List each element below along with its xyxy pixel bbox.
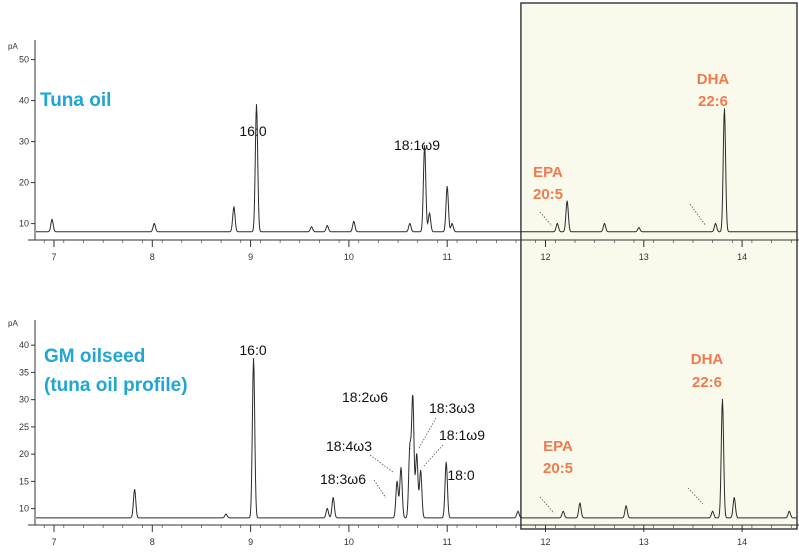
bottom-x-tick-label: 9 bbox=[248, 537, 253, 547]
top-peak-point bbox=[310, 226, 313, 228]
bottom-sample-title: GM oilseed bbox=[44, 346, 145, 367]
top-peak-point bbox=[446, 186, 448, 188]
bottom-y-unit-label: pA bbox=[8, 319, 18, 328]
top-annotation-leader bbox=[539, 211, 553, 227]
bottom-annotation-leader bbox=[418, 417, 437, 449]
top-peak-point bbox=[723, 108, 726, 110]
top-peak-point bbox=[326, 225, 328, 227]
bottom-peak-point bbox=[252, 358, 255, 360]
bottom-peak-point bbox=[733, 497, 735, 499]
bottom-y-tick-label: 15 bbox=[19, 476, 29, 486]
bottom-annotation-leader bbox=[422, 444, 444, 468]
bottom-peak-label: DHA bbox=[691, 351, 724, 368]
top-x-tick-label: 11 bbox=[443, 252, 452, 262]
top-peak-point bbox=[353, 220, 355, 223]
bottom-peak-label: 18:2ω6 bbox=[342, 389, 388, 405]
bottom-peak-point bbox=[134, 488, 136, 491]
bottom-y-tick-label: 25 bbox=[19, 422, 29, 432]
top-peak-point bbox=[409, 223, 411, 225]
top-y-tick-label: 20 bbox=[19, 178, 29, 188]
top-y-tick-label: 30 bbox=[19, 137, 29, 147]
top-peak-label: DHA bbox=[697, 71, 730, 88]
top-x-tick-label: 14 bbox=[737, 252, 747, 262]
bottom-y-tick-label: 40 bbox=[19, 340, 29, 350]
bottom-peak-point bbox=[409, 448, 411, 450]
bottom-peak-point bbox=[225, 513, 227, 515]
bottom-peak-label: 18:1ω9 bbox=[439, 427, 485, 443]
top-peak-label: 22:6 bbox=[698, 93, 728, 110]
top-peak-point bbox=[51, 218, 53, 221]
top-sample-title: Tuna oil bbox=[40, 90, 111, 111]
bottom-annotation-leader bbox=[369, 454, 394, 473]
top-y-unit-label: pA bbox=[8, 42, 18, 51]
bottom-peak-label: 18:3ω3 bbox=[429, 400, 475, 416]
top-peak-point bbox=[233, 206, 235, 208]
bottom-y-tick-label: 30 bbox=[19, 395, 29, 405]
bottom-peak-point bbox=[326, 508, 328, 510]
bottom-peak-point bbox=[332, 497, 334, 499]
top-peak-point bbox=[714, 223, 717, 225]
top-x-tick-label: 9 bbox=[248, 252, 253, 262]
bottom-peak-point bbox=[712, 510, 714, 512]
bottom-annotation-leader bbox=[687, 487, 704, 505]
bottom-x-tick-label: 7 bbox=[51, 537, 56, 547]
top-x-tick-label: 12 bbox=[540, 252, 550, 262]
top-peak-label: EPA bbox=[533, 164, 563, 181]
bottom-peak-point bbox=[517, 510, 519, 512]
bottom-x-tick-label: 13 bbox=[639, 537, 649, 547]
bottom-peak-point bbox=[788, 510, 790, 512]
bottom-annotation-leader bbox=[373, 479, 387, 499]
bottom-peak-point bbox=[625, 505, 627, 507]
bottom-peak-point bbox=[579, 502, 581, 504]
top-x-tick-label: 13 bbox=[639, 252, 649, 262]
bottom-y-tick-label: 35 bbox=[19, 367, 29, 377]
highlight-region bbox=[520, 2, 798, 530]
bottom-peak-point bbox=[416, 453, 418, 455]
bottom-y-tick-label: 10 bbox=[19, 504, 29, 514]
top-peak-point bbox=[423, 145, 426, 147]
bottom-peak-point bbox=[562, 510, 564, 512]
top-x-tick-label: 7 bbox=[51, 252, 56, 262]
top-peak-point bbox=[451, 223, 453, 225]
top-peak-point bbox=[255, 104, 258, 106]
top-chromatogram-trace bbox=[36, 104, 797, 233]
top-peak-point bbox=[638, 227, 640, 229]
top-peak-point bbox=[556, 223, 558, 225]
bottom-peak-point bbox=[396, 480, 398, 482]
bottom-annotation-leader bbox=[539, 496, 555, 514]
bottom-peak-label: 22:6 bbox=[692, 374, 722, 391]
bottom-peak-point bbox=[420, 469, 422, 472]
top-peak-point bbox=[603, 223, 606, 225]
bottom-peak-label: 18:4ω3 bbox=[326, 438, 372, 454]
bottom-peak-point bbox=[445, 461, 447, 463]
bottom-peak-label: 18:0 bbox=[447, 467, 474, 483]
top-y-tick-label: 50 bbox=[19, 55, 29, 65]
bottom-x-tick-label: 11 bbox=[443, 537, 452, 547]
top-y-tick-label: 40 bbox=[19, 96, 29, 106]
bottom-sample-subtitle: (tuna oil profile) bbox=[44, 375, 188, 396]
bottom-x-tick-label: 12 bbox=[540, 537, 550, 547]
top-peak-label: 16:0 bbox=[239, 123, 266, 139]
top-y-tick-label: 10 bbox=[19, 219, 29, 229]
bottom-peak-label: 20:5 bbox=[543, 460, 573, 477]
top-peak-point bbox=[566, 200, 568, 202]
bottom-peak-point bbox=[721, 399, 724, 401]
top-x-tick-label: 8 bbox=[150, 252, 155, 262]
top-x-tick-label: 10 bbox=[344, 252, 354, 262]
bottom-x-tick-label: 10 bbox=[344, 537, 354, 547]
top-peak-label: 18:1ω9 bbox=[394, 137, 440, 153]
bottom-peak-point bbox=[412, 396, 414, 398]
bottom-x-tick-label: 14 bbox=[737, 537, 747, 547]
top-peak-point bbox=[153, 223, 155, 225]
bottom-x-tick-label: 8 bbox=[150, 537, 155, 547]
bottom-y-tick-label: 20 bbox=[19, 449, 29, 459]
bottom-peak-point bbox=[400, 467, 402, 469]
bottom-peak-label: 16:0 bbox=[239, 342, 266, 358]
bottom-peak-label: EPA bbox=[543, 438, 573, 455]
bottom-peak-label: 18:3ω6 bbox=[320, 471, 366, 487]
top-peak-label: 20:5 bbox=[533, 186, 563, 203]
top-peak-point bbox=[428, 212, 431, 214]
